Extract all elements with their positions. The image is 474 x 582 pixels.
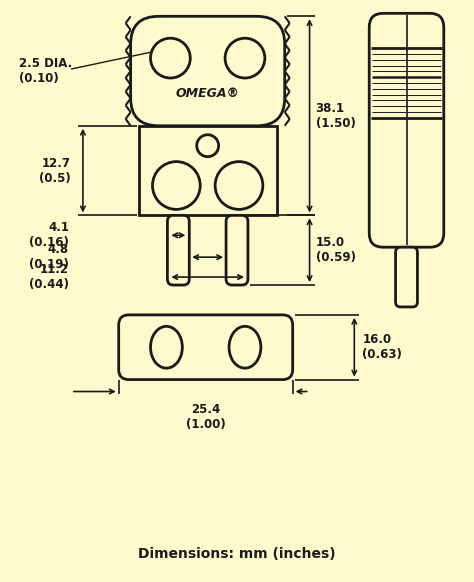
Text: 4.1
(0.16): 4.1 (0.16): [29, 221, 69, 249]
FancyBboxPatch shape: [369, 13, 444, 247]
FancyBboxPatch shape: [396, 247, 418, 307]
Circle shape: [215, 162, 263, 210]
Ellipse shape: [229, 327, 261, 368]
Ellipse shape: [151, 327, 182, 368]
Text: 12.7
(0.5): 12.7 (0.5): [39, 157, 71, 184]
FancyBboxPatch shape: [131, 16, 285, 126]
Bar: [138, 126, 277, 215]
Circle shape: [225, 38, 265, 78]
Text: Dimensions: mm (inches): Dimensions: mm (inches): [138, 546, 336, 560]
Text: 25.4
(1.00): 25.4 (1.00): [186, 403, 226, 431]
FancyBboxPatch shape: [167, 215, 189, 285]
FancyBboxPatch shape: [226, 215, 248, 285]
Circle shape: [197, 135, 219, 157]
Text: 38.1
(1.50): 38.1 (1.50): [316, 102, 356, 130]
Circle shape: [153, 162, 200, 210]
Text: 4.8
(0.19): 4.8 (0.19): [29, 243, 69, 271]
Circle shape: [151, 38, 190, 78]
Text: OMEGA®: OMEGA®: [176, 87, 240, 101]
Text: 11.2
(0.44): 11.2 (0.44): [29, 263, 69, 291]
Text: 15.0
(0.59): 15.0 (0.59): [316, 236, 356, 264]
FancyBboxPatch shape: [118, 315, 292, 379]
Text: 2.5 DIA.
(0.10): 2.5 DIA. (0.10): [19, 57, 73, 85]
Text: 16.0
(0.63): 16.0 (0.63): [362, 333, 402, 361]
